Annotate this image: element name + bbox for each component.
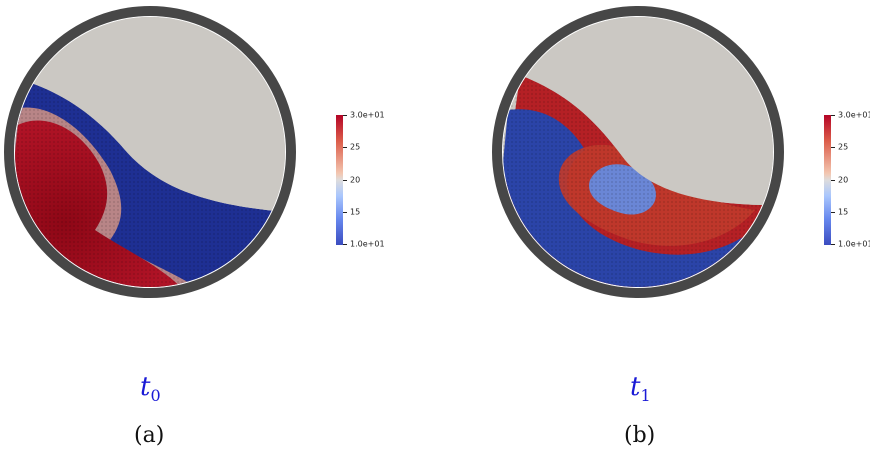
drum-simulation-a [4,6,296,298]
caption-b: (b) [624,423,656,448]
colorbar-tick-label: 15 [350,207,361,217]
panel-a: 3.0e+01 25 20 15 1.0e+01 t0 (a) [0,0,420,457]
colorbar-gradient [824,115,831,245]
drum-wall [4,6,296,298]
drum-simulation-b [492,6,784,298]
colorbar-min-label: 1.0e+01 [350,239,385,249]
colorbar-tick-label: 15 [838,207,849,217]
colorbar-min-label: 1.0e+01 [838,239,870,249]
panel-b: 3.0e+01 25 20 15 1.0e+01 t1 (b) [490,0,870,457]
colorbar-tick-label: 25 [350,142,361,152]
colorbar-max-label: 3.0e+01 [350,110,385,120]
colorbar-tick-label: 20 [350,175,361,185]
colorbar-tick-label: 20 [838,175,849,185]
colorbar-max-label: 3.0e+01 [838,110,870,120]
colorbar-a: 3.0e+01 25 20 15 1.0e+01 [336,111,396,249]
colorbar-gradient [336,115,343,245]
drum-wall [492,6,784,298]
caption-a: (a) [134,423,165,448]
colorbar-b: 3.0e+01 25 20 15 1.0e+01 [824,111,870,249]
colorbar-tick-label: 25 [838,142,849,152]
time-label-a: t0 [140,372,161,406]
time-label-b: t1 [630,372,651,406]
